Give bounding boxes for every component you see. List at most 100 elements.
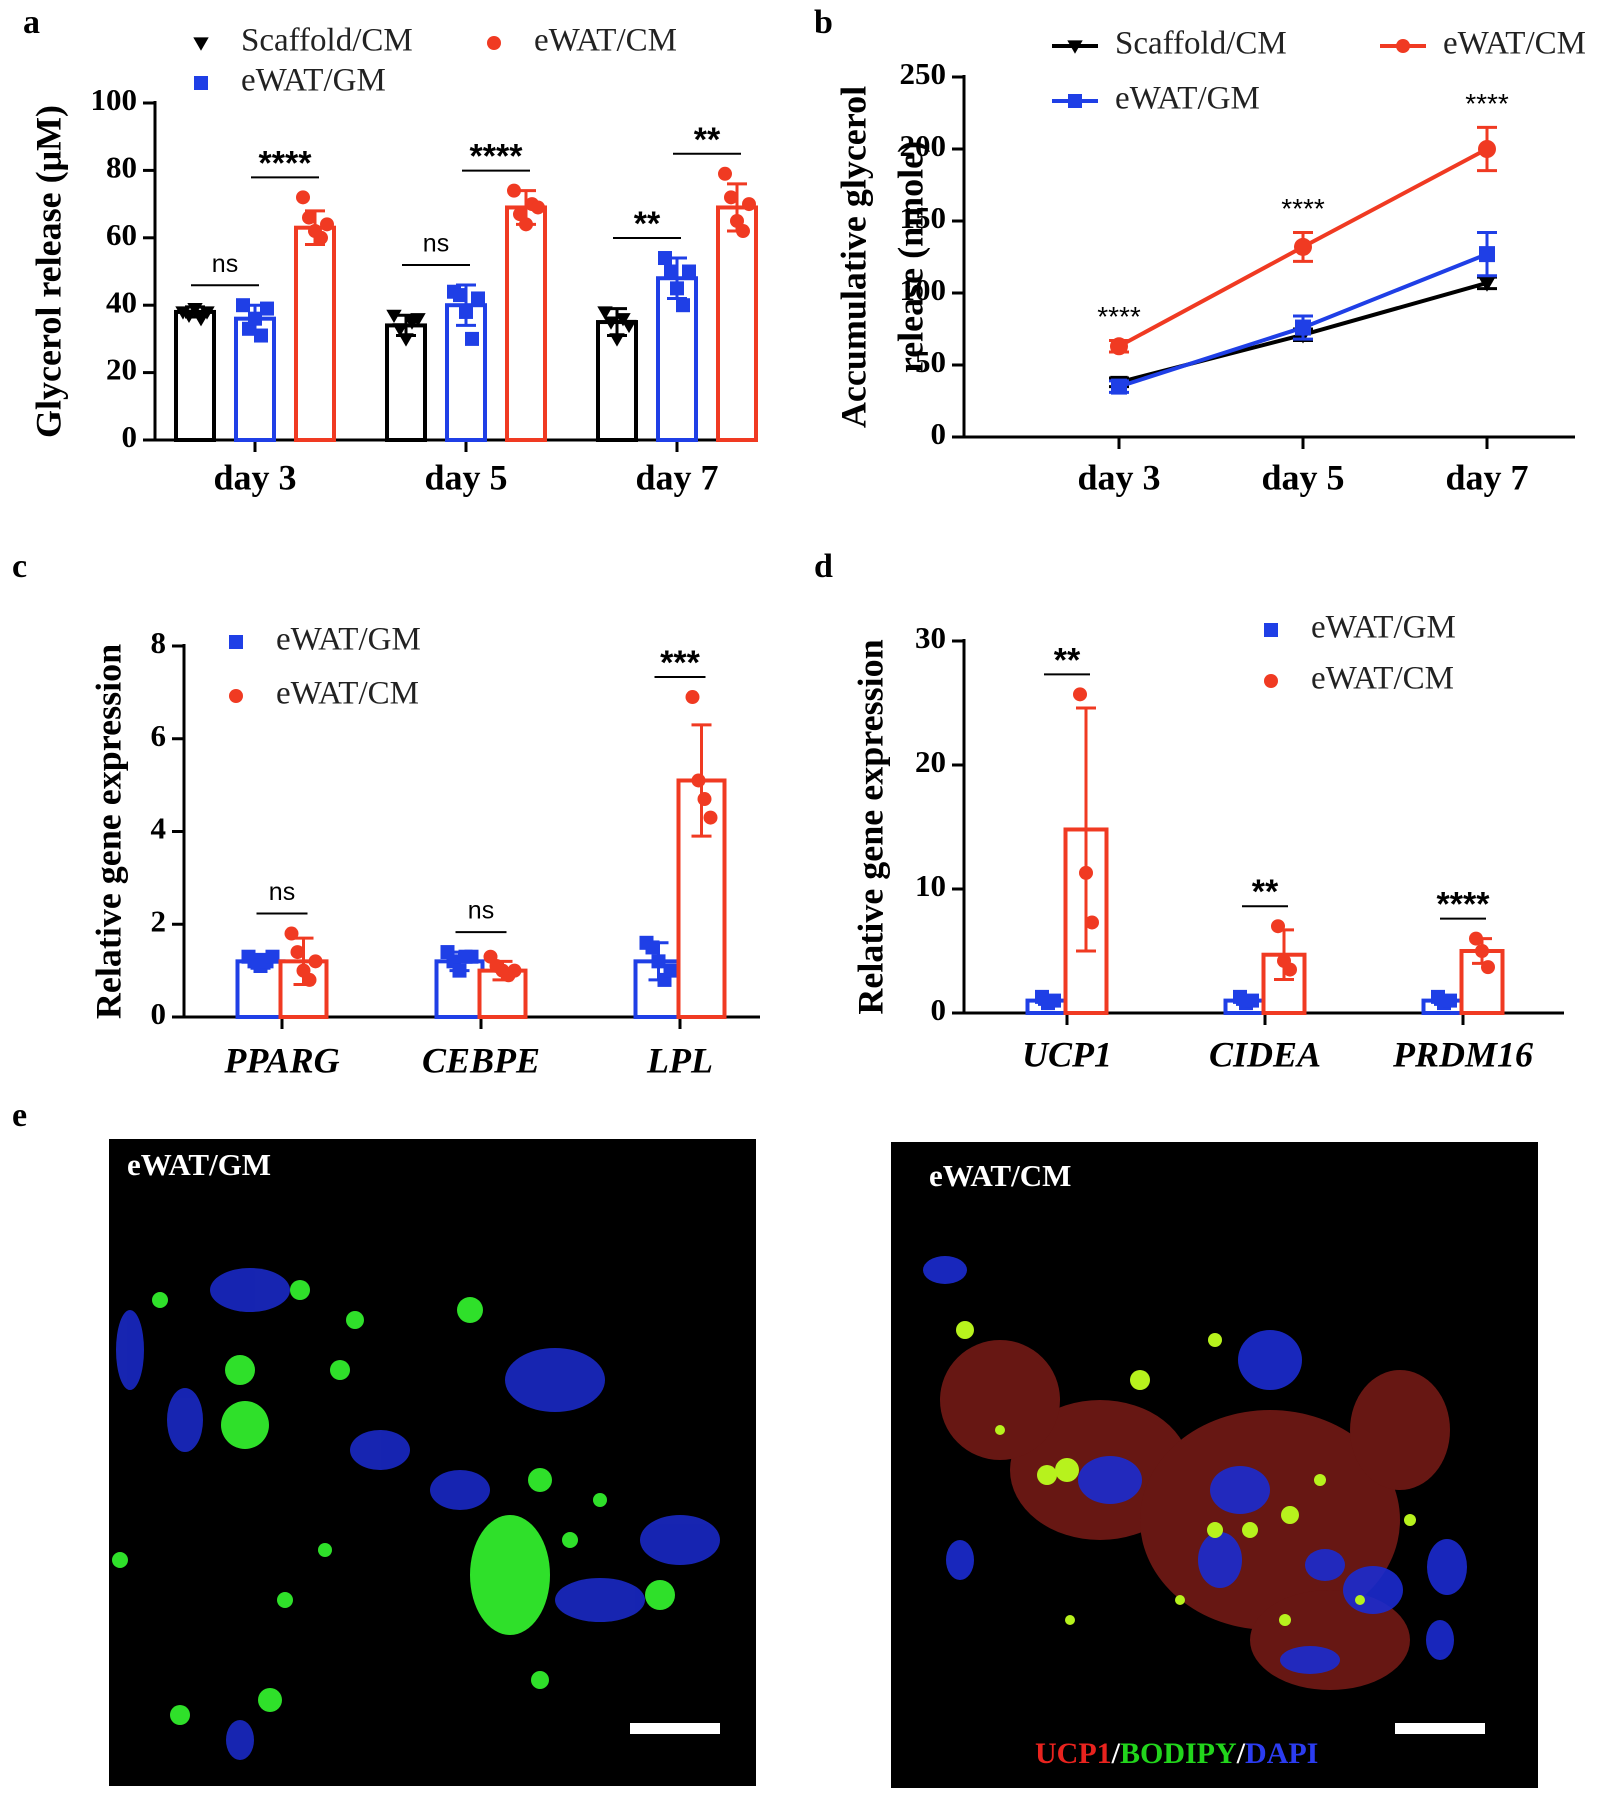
- legend-marker: [229, 689, 243, 703]
- legend-marker: [1068, 94, 1082, 108]
- marker: [175, 306, 191, 320]
- y-tick-label: 6: [151, 718, 167, 753]
- legend-label: eWAT/GM: [241, 63, 386, 99]
- marker: [1085, 915, 1099, 930]
- marker: [603, 316, 619, 330]
- marker: [199, 306, 215, 320]
- marker: [645, 940, 660, 955]
- marker: [1443, 993, 1457, 1008]
- significance-label: ns: [212, 250, 238, 278]
- significance-label: ****: [1465, 88, 1509, 119]
- significance-label: ns: [468, 897, 494, 925]
- significance-label: **: [1054, 641, 1081, 679]
- y-tick-label: 30: [915, 620, 946, 655]
- y-tick-label: 100: [900, 272, 947, 307]
- bar: [505, 205, 547, 442]
- marker: [453, 288, 467, 303]
- bar: [294, 225, 336, 442]
- y-tick-label: 40: [106, 284, 137, 319]
- marker: [260, 301, 274, 316]
- marker: [597, 306, 613, 320]
- marker: [718, 166, 732, 181]
- significance-label: ns: [423, 230, 449, 258]
- marker: [685, 690, 700, 705]
- y-tick-label: 0: [122, 419, 138, 454]
- marker: [1111, 378, 1127, 395]
- marker: [314, 230, 328, 245]
- marker: [1079, 865, 1093, 880]
- marker: [703, 810, 718, 825]
- marker: [658, 251, 672, 266]
- scale-bar: [1395, 1723, 1485, 1734]
- legend-marker: [193, 37, 209, 51]
- y-tick-label: 200: [900, 128, 947, 163]
- marker: [265, 949, 280, 964]
- marker: [1245, 993, 1259, 1008]
- x-tick-label: day 5: [424, 457, 507, 497]
- legend-label: eWAT/CM: [276, 676, 419, 712]
- marker: [296, 190, 310, 205]
- significance-label: ****: [1097, 301, 1141, 332]
- marker: [531, 200, 545, 215]
- significance-label: ns: [269, 878, 295, 906]
- marker: [1481, 960, 1495, 975]
- marker: [507, 183, 521, 198]
- legend-marker: [1264, 623, 1278, 637]
- marker: [676, 298, 690, 313]
- marker: [519, 217, 533, 232]
- marker: [1283, 962, 1297, 977]
- image-title: eWAT/CM: [929, 1158, 1071, 1193]
- marker: [615, 313, 631, 327]
- legend-label: Scaffold/CM: [1115, 26, 1287, 62]
- micrograph-left: [109, 1139, 756, 1786]
- marker: [1271, 919, 1285, 934]
- y-axis-label: Glycerol release (μM): [28, 105, 68, 438]
- marker: [410, 313, 426, 327]
- marker: [651, 954, 666, 969]
- marker: [697, 792, 712, 807]
- legend-marker: [194, 76, 208, 90]
- significance-label: ****: [1437, 886, 1491, 924]
- marker: [471, 291, 485, 306]
- marker: [724, 190, 738, 205]
- image-frame: [109, 1139, 756, 1786]
- significance-label: **: [694, 121, 721, 159]
- marker: [609, 333, 625, 347]
- legend-marker: [229, 635, 243, 649]
- stain-separator: /: [1236, 1737, 1246, 1770]
- marker: [320, 217, 334, 232]
- panel-label: b: [814, 4, 833, 41]
- legend-label: eWAT/GM: [276, 622, 421, 658]
- x-tick-label: CEBPE: [422, 1040, 540, 1080]
- bar: [716, 205, 758, 442]
- legend-label: Scaffold/CM: [241, 23, 413, 59]
- y-tick-label: 250: [900, 56, 947, 91]
- marker: [254, 328, 268, 343]
- y-tick-label: 20: [915, 744, 946, 779]
- marker: [1478, 140, 1496, 158]
- marker: [1047, 993, 1061, 1008]
- panel-label: e: [12, 1097, 27, 1134]
- marker: [1479, 246, 1495, 263]
- y-tick-label: 8: [151, 625, 167, 660]
- significance-label: ****: [1281, 193, 1325, 224]
- significance-label: ***: [660, 644, 700, 682]
- lipid-droplets: [956, 1321, 1416, 1626]
- x-tick-label: LPL: [646, 1040, 713, 1080]
- legend-marker: [1067, 40, 1083, 54]
- y-tick-label: 60: [106, 217, 137, 252]
- bar: [174, 309, 216, 442]
- marker: [302, 972, 317, 987]
- significance-label: ****: [470, 138, 524, 176]
- y-tick-label: 100: [91, 82, 138, 117]
- y-tick-label: 0: [151, 996, 167, 1031]
- marker: [1475, 944, 1489, 958]
- marker: [284, 926, 299, 941]
- legend-label: eWAT/CM: [534, 23, 677, 59]
- x-tick-label: day 3: [1077, 457, 1160, 497]
- marker: [193, 313, 209, 327]
- y-tick-label: 0: [931, 416, 947, 451]
- significance-label: **: [1252, 873, 1279, 911]
- image-title: eWAT/GM: [127, 1147, 271, 1182]
